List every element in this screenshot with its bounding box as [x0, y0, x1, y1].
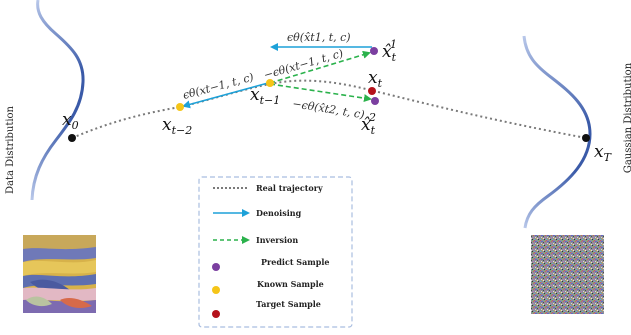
point-xt-minus-2 [176, 103, 184, 111]
gaussian-noise-image [531, 235, 604, 314]
point-xt [368, 87, 376, 95]
legend-known-dot [212, 286, 220, 294]
point-x0 [68, 134, 76, 142]
legend-target-label: Target Sample [256, 299, 321, 309]
denoising-arrow-main [182, 82, 269, 109]
legend-denoising-label: Denoising [256, 208, 302, 218]
point-xT [582, 134, 590, 142]
label-x0: x0 [62, 110, 79, 132]
legend-predict-label: Predict Sample [261, 257, 329, 267]
inversion-arrow-up [269, 50, 371, 84]
point-xt-minus-1 [266, 79, 274, 87]
legend-predict-dot [212, 263, 220, 271]
gaussian-distribution-label: Gaussian Distribution [623, 62, 631, 173]
formula-inversion-low: −ϵθ(x̂t2, t, c) [292, 97, 366, 121]
inversion-arrow-down [269, 83, 372, 103]
legend-box [198, 176, 353, 328]
label-xt-minus-1: xt−1 [250, 85, 280, 107]
legend-inversion-label: Inversion [256, 235, 298, 245]
formula-top: ϵθ(x̂t1, t, c) [287, 31, 351, 44]
data-distribution-label: Data Distribution [5, 105, 16, 194]
legend-known-label: Known Sample [257, 279, 324, 289]
label-xt: xt [368, 68, 383, 90]
point-xhat2 [371, 97, 379, 105]
legend-target-dot [212, 310, 220, 318]
data-sample-image [23, 235, 96, 313]
gaussian-distribution-curve [522, 35, 592, 229]
label-xt-minus-2: xt−2 [162, 115, 192, 137]
point-xhat1 [370, 47, 378, 55]
label-xT: xT [594, 142, 613, 164]
label-xhat2: x̂t2 [361, 111, 376, 137]
label-xhat1: x̂t1 [382, 38, 397, 64]
legend-trajectory-label: Real trajectory [256, 183, 323, 193]
data-distribution-curve [30, 0, 85, 201]
